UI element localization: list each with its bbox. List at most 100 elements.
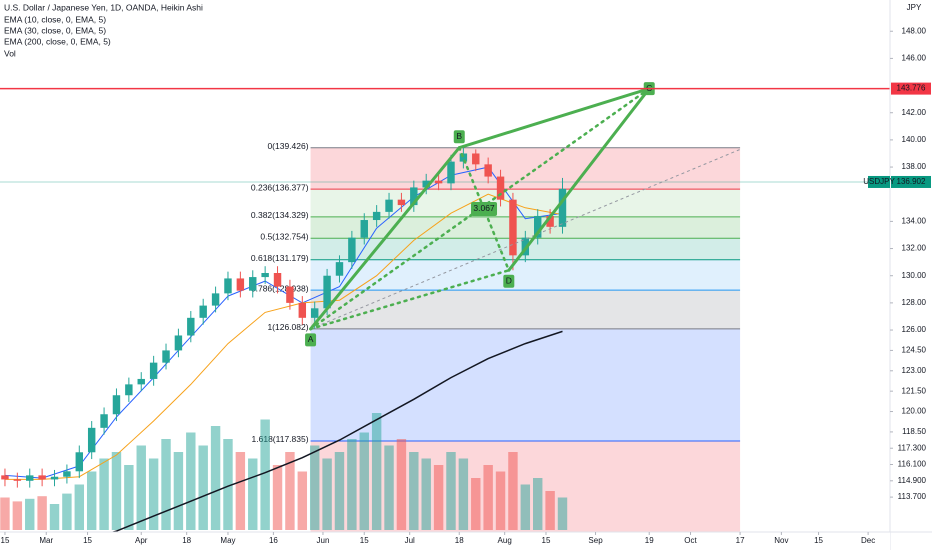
legend-entry: EMA (200, close, 0, EMA, 5)	[4, 36, 111, 46]
volume-bar	[136, 445, 146, 530]
symbol-tag	[868, 175, 890, 188]
candle-body	[261, 273, 269, 278]
candle-body	[422, 180, 430, 188]
volume-bar	[557, 497, 568, 530]
y-tick-label: 123.00	[902, 366, 927, 375]
candle-body	[447, 161, 455, 184]
pattern-dotted-line	[309, 87, 651, 331]
volume-bar	[161, 439, 171, 530]
volume-bar	[235, 452, 246, 530]
volume-bar	[483, 465, 493, 530]
candle-body	[63, 471, 71, 477]
candle-body	[286, 286, 294, 303]
last-price-tag	[891, 175, 931, 188]
volume-layer	[0, 413, 568, 530]
volume-bar	[458, 458, 469, 530]
x-tick-label: 18	[182, 536, 191, 545]
candle-body	[397, 199, 406, 206]
chart-title: U.S. Dollar / Japanese Yen, 1D, OANDA, H…	[4, 2, 203, 12]
last-price-label: 136.902	[897, 177, 926, 186]
x-tick-label: 18	[455, 536, 464, 545]
fib-label: 1(126.082)	[267, 322, 308, 332]
x-tick-label: Aug	[498, 536, 512, 545]
y-tick-label: 130.00	[902, 271, 927, 280]
candle-body	[236, 278, 245, 291]
fib-band	[310, 259, 741, 291]
volume-bar	[347, 439, 357, 530]
indicator-layer	[4, 166, 563, 543]
fib-band	[310, 189, 741, 217]
candle-body	[174, 335, 183, 351]
volume-bar	[111, 452, 122, 530]
volume-bar	[446, 452, 456, 530]
volume-bar	[471, 478, 481, 530]
candle-body	[38, 475, 46, 480]
candle-body	[385, 199, 393, 212]
volume-bar	[37, 496, 47, 530]
x-tick-label: 17	[736, 536, 745, 545]
volume-bar	[545, 491, 555, 530]
candle-body	[534, 215, 542, 238]
candle-body	[546, 215, 554, 227]
pattern-dotted-line	[309, 269, 511, 331]
y-tick-label: 140.00	[902, 135, 927, 144]
symbol-label: USDJPY	[863, 177, 895, 186]
y-tick-label: 148.00	[902, 26, 927, 35]
x-tick-label: 19	[645, 536, 654, 545]
x-tick-label: 15	[542, 536, 551, 545]
y-tick-label: 118.50	[902, 427, 926, 436]
time-axis-bg	[0, 532, 890, 550]
fib-label: 0.618(131.179)	[251, 253, 309, 263]
candle-body	[472, 153, 480, 165]
volume-bar	[148, 458, 159, 530]
x-tick-label: 15	[360, 536, 369, 545]
candle-body	[310, 308, 319, 318]
y-tick-label: 113.700	[898, 492, 927, 501]
y-tick-label: 124.50	[902, 346, 927, 355]
pattern-label: A	[308, 334, 314, 344]
candle-body	[509, 199, 517, 256]
ema-line	[4, 166, 563, 479]
fib-label: 0.382(134.329)	[251, 210, 309, 220]
y-tick-label: 146.00	[902, 54, 927, 63]
volume-bar	[124, 465, 134, 530]
x-tick-label: Apr	[135, 536, 148, 545]
pattern-point	[503, 274, 515, 288]
candle-body	[75, 452, 84, 472]
volume-bar	[359, 432, 369, 530]
candle-body	[100, 414, 108, 428]
candle-body	[50, 476, 59, 480]
y-tick-label: 121.50	[902, 386, 927, 395]
candle-body	[13, 479, 22, 481]
pattern-label: D	[506, 276, 512, 286]
y-tick-label: 120.00	[902, 407, 927, 416]
volume-bar	[371, 413, 382, 530]
fib-label: 0(139.426)	[267, 141, 308, 151]
y-tick-label: 138.00	[902, 162, 927, 171]
price-line-label: 143.776	[897, 84, 926, 93]
candle-body	[87, 427, 96, 453]
candle-body	[360, 220, 368, 238]
volume-bar	[322, 458, 332, 530]
fib-layer: 0(139.426) 0.236(136.377) 0.382(134.329) 0.…	[0, 141, 890, 532]
x-tick-label: Oct	[684, 536, 697, 545]
currency: JPY	[907, 3, 922, 12]
pattern-point	[305, 333, 317, 347]
candle-body	[372, 211, 381, 221]
volume-bar	[285, 452, 295, 530]
candle-body	[149, 362, 158, 379]
candle-body	[1, 475, 9, 480]
x-tick-label: May	[220, 536, 235, 545]
candle-body	[26, 475, 34, 481]
volume-bar	[186, 432, 196, 530]
legend-entry: EMA (10, close, 0, EMA, 5)	[4, 14, 106, 24]
volume-bar	[384, 445, 394, 530]
volume-bar	[62, 493, 72, 530]
candle-body	[112, 395, 121, 415]
fib-band	[310, 216, 741, 239]
x-tick-label: Mar	[39, 536, 53, 545]
drawing-layer: 3.067ABCD	[0, 82, 890, 347]
y-tick-label: 132.00	[902, 244, 927, 253]
candle-body	[323, 275, 331, 309]
